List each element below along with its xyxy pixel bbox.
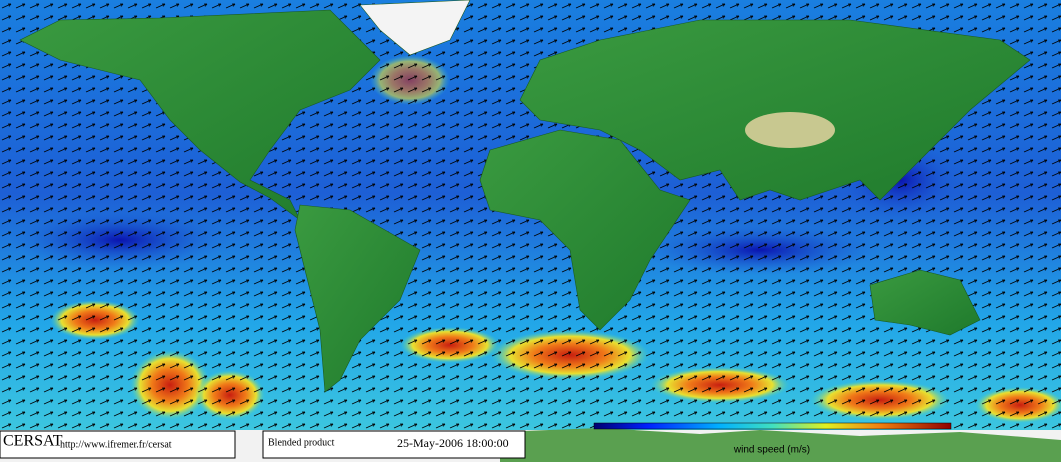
logo: CERSAT xyxy=(3,433,63,450)
url: http://www.ifremer.fr/cersat xyxy=(60,439,172,450)
colorbar: wind speed (m/s) xyxy=(593,422,952,456)
colorbar-label: wind speed (m/s) xyxy=(733,445,810,456)
logo-box xyxy=(0,430,236,459)
product: Blended product xyxy=(268,437,335,448)
timestamp: 25-May-2006 18:00:00 xyxy=(397,436,509,450)
colorbar-ramp xyxy=(593,422,952,430)
info-box xyxy=(262,430,526,459)
footer: CERSAT http://www.ifremer.fr/cersat Blen… xyxy=(0,430,526,459)
